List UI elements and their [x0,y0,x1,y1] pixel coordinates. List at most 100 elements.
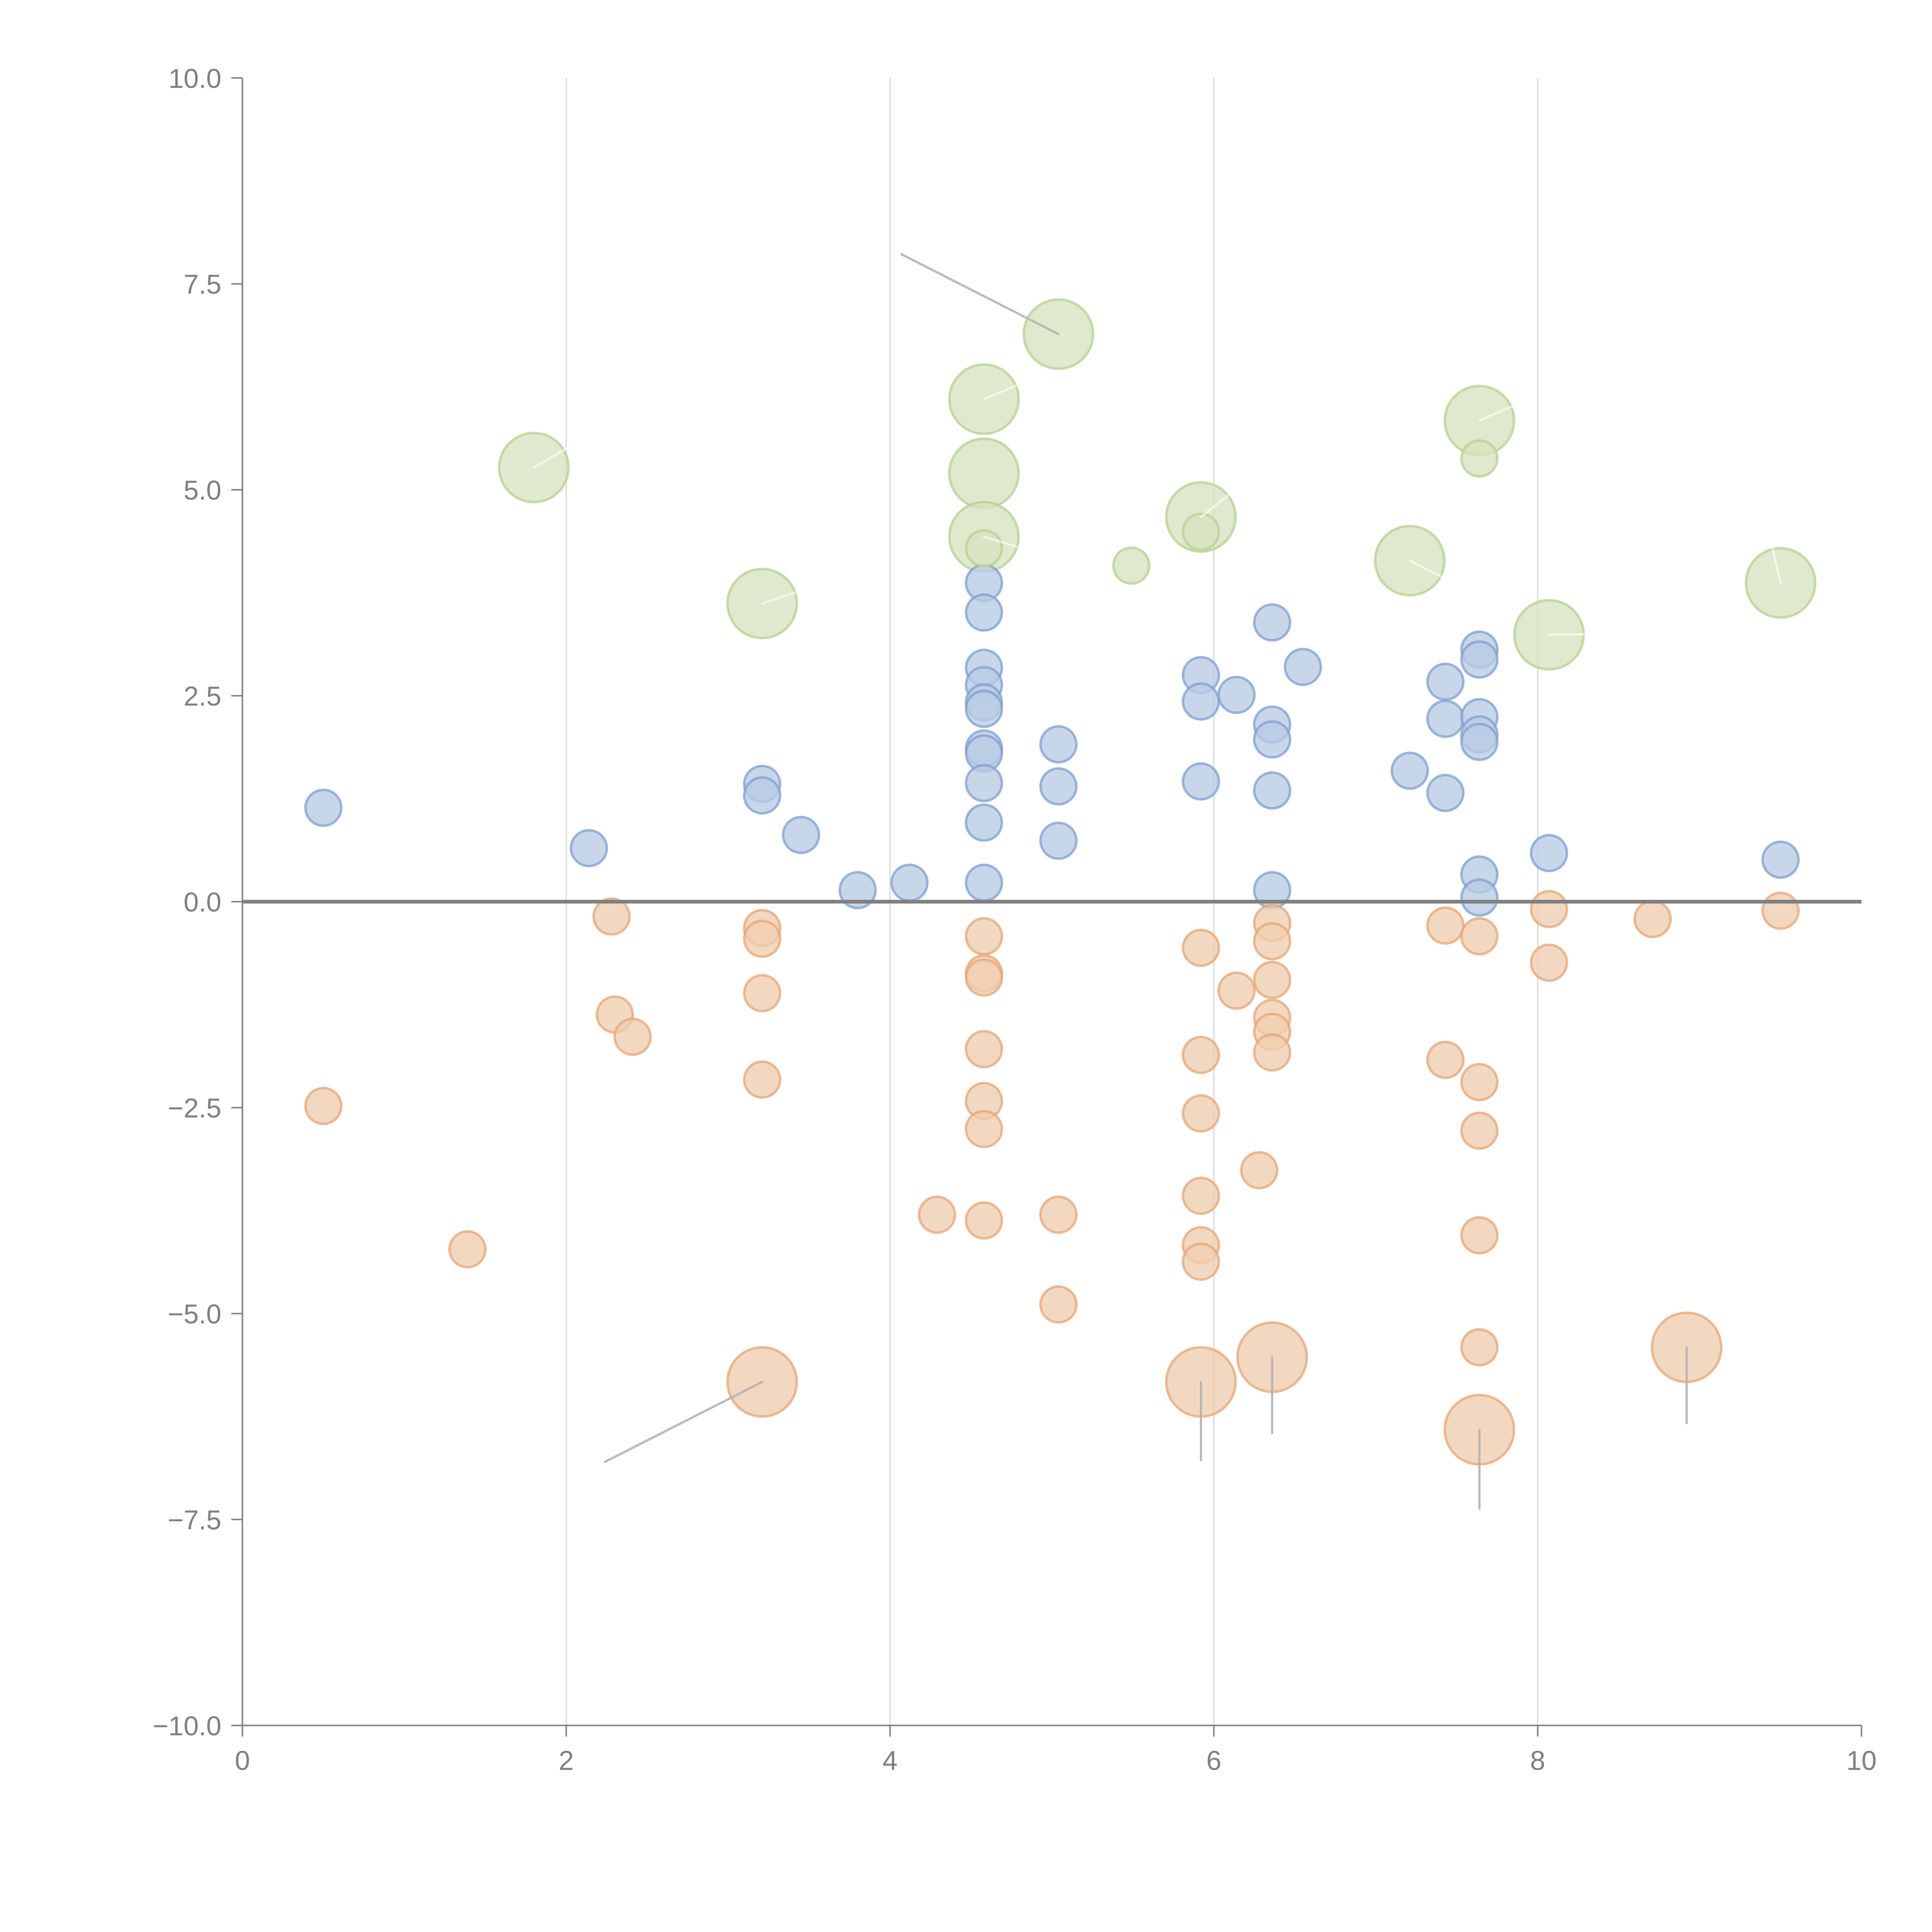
bubble-blue-small [1039,767,1078,806]
label-leader-line-white [983,536,1021,549]
y-tick-label: 10.0 [168,63,221,94]
bubble-orange-small [1253,922,1291,961]
x-tick-label: 6 [1206,1745,1221,1776]
x-tick-label: 0 [235,1745,250,1776]
bubble-blue-small [304,788,343,827]
bubble-blue-small [964,764,1003,803]
bubble-orange-small [1460,1328,1499,1367]
bubble-blue-small [1253,720,1291,759]
bubble-orange-small [1426,1041,1465,1079]
y-tick-label: −7.5 [168,1505,221,1535]
bubble-blue-small [1182,682,1220,721]
x-tick-label: 8 [1530,1745,1545,1776]
bubble-orange-small [1217,971,1256,1010]
x-axis-ticks: 0 2 4 6 8 10 [235,1725,1877,1776]
label-leader-line [604,1381,764,1463]
bubble-orange-small [964,1030,1003,1068]
x-tick-label: 2 [559,1745,574,1776]
bubble-blue-small [782,816,820,854]
bubble-orange-small [592,897,631,936]
bubble-orange-small [1039,1285,1078,1324]
bubble-blue-small [1039,725,1078,764]
bubble-orange-small [1182,1036,1220,1074]
bubble-orange-small [1182,1094,1220,1133]
y-tick-label: 2.5 [184,681,221,711]
bubble-blue-small [1460,878,1499,917]
bubble-orange-small [1460,1216,1499,1255]
bubble-blue-small [1253,603,1291,642]
bubble-orange-small [1530,943,1568,982]
label-leader-line-white [1771,546,1782,584]
bubble-orange-small [964,917,1003,956]
y-tick-label: −10.0 [153,1711,221,1741]
label-leader-line-white [1408,560,1442,578]
label-leader-line-white [1200,493,1231,518]
bubble-orange-small [1460,917,1499,956]
bubble-orange-small [1240,1151,1279,1190]
label-leader-line-white [983,383,1021,400]
y-tick-label: 0.0 [184,887,221,917]
bubble-orange-small [1530,890,1568,929]
y-tick-label: −5.0 [168,1299,221,1329]
bubble-blue-small [1039,821,1078,860]
bubble-orange-small [743,919,782,958]
label-leader-line-white [1548,633,1604,636]
bubble-orange-small [1039,1196,1078,1234]
bubble-blue-small [1253,771,1291,810]
y-tick-label: 7.5 [184,269,221,299]
bubble-orange-small [1182,929,1220,967]
bubble-blue-small [743,776,782,815]
bubble-blue-small [1426,774,1465,812]
label-leader-line-white [532,447,568,469]
bubble-orange-small [1426,906,1465,945]
bubble-blue-small [1390,751,1429,790]
bubble-orange-small [613,1017,652,1056]
bubble-blue-small [1426,662,1465,701]
bubble-blue-small [1284,648,1322,686]
bubble-blue-small [1530,834,1568,872]
y-axis-ticks: 10.0 7.5 5.0 2.5 0.0 −2.5 −5.0 −7.5 −10.0 [153,63,243,1741]
label-leader-line-white [761,592,796,605]
bubble-orange-small [918,1196,956,1234]
bubble-blue-small [1217,675,1256,714]
bubble-blue-small [964,803,1003,842]
bubble-green-small [1182,512,1220,551]
bubble-green-large [948,437,1020,509]
bubble-orange-small [1253,961,1291,999]
bubble-blue-small [838,871,877,910]
bubble-orange-small [964,958,1003,997]
x-tick-label: 4 [883,1745,898,1776]
bubble-orange-small [743,1060,782,1099]
bubble-orange-small [448,1230,487,1269]
bubble-orange-small [1460,1111,1499,1150]
bubble-green-small [1112,546,1151,585]
bubble-blue-small [964,593,1003,632]
bubble-layer [304,298,1816,1466]
bubble-orange-small [1253,1033,1291,1072]
bubble-blue-small [570,829,608,867]
y-tick-label: 5.0 [184,475,221,505]
x-tick-label: 10 [1846,1745,1876,1776]
bubble-blue-small [1426,699,1465,738]
bubble-green-small [1460,439,1499,478]
bubble-blue-small [1761,840,1800,879]
bubble-orange-small [1460,1063,1499,1102]
bubble-orange-small [1761,891,1800,930]
bubble-orange-small [964,1110,1003,1148]
bubble-blue-small [1182,762,1220,801]
annotation-layer [532,253,1782,1510]
label-leader-line [900,253,1060,335]
bubble-blue-small [1460,723,1499,761]
y-tick-label: −2.5 [168,1093,221,1123]
bubble-orange-small [304,1087,343,1125]
bubble-orange-small [1633,900,1672,938]
bubble-orange-small [1182,1242,1220,1281]
bubble-blue-small [890,863,929,902]
bubble-orange-small [743,974,782,1012]
bubble-blue-small [1460,640,1499,679]
bubble-orange-small [964,1201,1003,1240]
label-leader-line-white [1478,405,1515,422]
bubble-blue-small [964,863,1003,902]
bubble-blue-small [964,690,1003,728]
